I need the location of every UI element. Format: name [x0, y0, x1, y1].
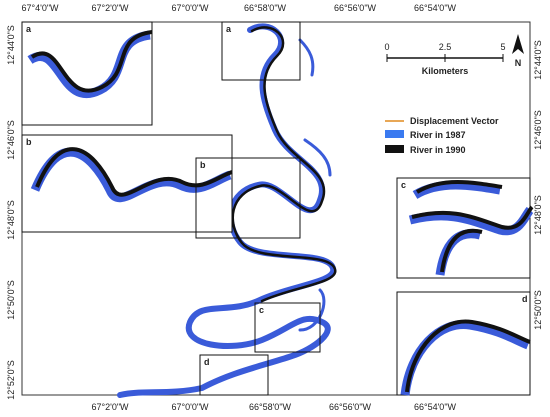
inset-label: d [522, 294, 528, 304]
bottom-coord: 66°58'0"W [249, 402, 292, 412]
legend: Displacement Vector River in 1987 River … [385, 116, 499, 155]
inset-river-1990 [411, 180, 534, 273]
scale-bar: 0 2.5 5 Kilometers N [384, 34, 524, 76]
inset-label: c [401, 180, 406, 190]
top-coord: 67°4'0"W [21, 3, 59, 13]
top-coord: 67°2'0"W [91, 3, 129, 13]
bottom-coord: 66°54'0"W [414, 402, 457, 412]
map-box [221, 21, 301, 81]
north-label: N [515, 58, 522, 68]
scale-label: 5 [500, 42, 505, 52]
map-box [195, 157, 301, 239]
legend-label: River in 1990 [410, 145, 466, 155]
inset-label: b [26, 137, 32, 147]
scale-unit: Kilometers [422, 66, 469, 76]
inset-river-1990 [30, 30, 153, 93]
right-coord: 12°50'0"S [533, 290, 543, 330]
bottom-coord: 67°0'0"W [171, 402, 209, 412]
right-coord: 12°48'0"S [533, 195, 543, 235]
right-coord: 12°46'0"S [533, 110, 543, 150]
right-coord: 12°44'0"S [533, 40, 543, 80]
inset-label: a [26, 24, 32, 34]
map-box [254, 302, 321, 353]
legend-1987 [385, 130, 404, 138]
left-coord: 12°46'0"S [6, 120, 16, 160]
legend-1990 [385, 145, 404, 153]
legend-label: River in 1987 [410, 130, 466, 140]
bottom-coord: 67°2'0"W [91, 402, 129, 412]
legend-label: Displacement Vector [410, 116, 499, 126]
left-coord: 12°52'0"S [6, 360, 16, 400]
top-coord: 66°56'0"W [334, 3, 377, 13]
inset-river-1990 [405, 319, 531, 393]
scale-label: 2.5 [439, 42, 452, 52]
scale-label: 0 [384, 42, 389, 52]
box-label: a [226, 24, 232, 34]
top-coord: 66°58'0"W [244, 3, 287, 13]
box-label: d [204, 357, 210, 367]
bottom-coord: 66°56'0"W [329, 402, 372, 412]
box-label: c [259, 305, 264, 315]
north-arrow [512, 34, 524, 54]
left-coord: 12°44'0"S [6, 25, 16, 65]
left-coord: 12°48'0"S [6, 200, 16, 240]
inset-river-1990 [35, 147, 233, 197]
inset-frame [396, 291, 531, 396]
map-box [199, 354, 269, 396]
inset-river-1987 [30, 147, 232, 202]
box-label: b [200, 160, 206, 170]
left-coord: 12°50'0"S [6, 280, 16, 320]
top-coord: 66°54'0"W [414, 3, 457, 13]
top-coord: 67°0'0"W [171, 3, 209, 13]
